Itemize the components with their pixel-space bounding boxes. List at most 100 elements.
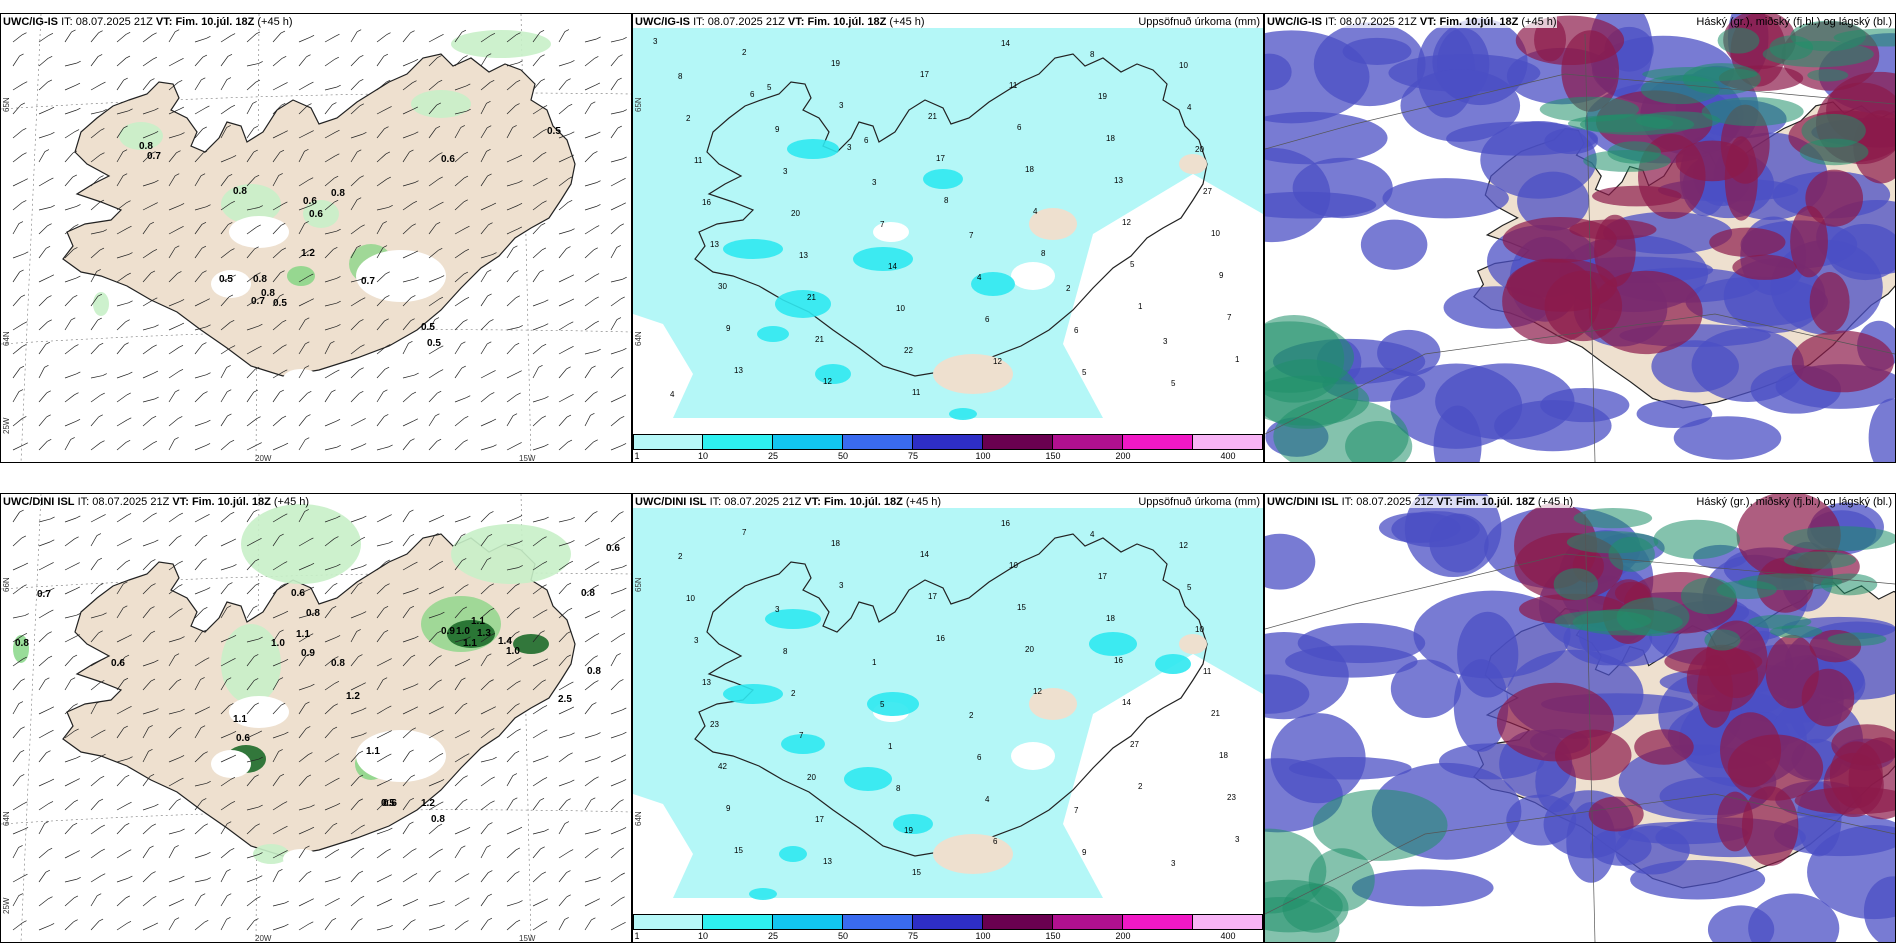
- value-label: 0.8: [139, 141, 153, 152]
- value-label: 0.5: [219, 274, 233, 285]
- mid-cloud: [1592, 185, 1682, 207]
- colorbar-label: 200: [1115, 451, 1131, 461]
- heavy-precip-patch: [949, 408, 977, 420]
- vt-label: VT:: [172, 496, 189, 508]
- value-label: 20: [1025, 645, 1034, 654]
- value-label: 9: [1219, 271, 1224, 280]
- value-label: 20: [791, 209, 800, 218]
- value-label: 0.6: [291, 588, 305, 599]
- value-label: 17: [1098, 572, 1107, 581]
- value-label: 16: [702, 198, 711, 207]
- value-label: 18: [1219, 751, 1228, 760]
- value-label: 3: [839, 581, 844, 590]
- low-cloud: [1517, 171, 1590, 231]
- colorbar-swatch: [633, 914, 703, 930]
- low-cloud: [1270, 713, 1366, 804]
- value-label: 10: [1009, 561, 1018, 570]
- value-label: 27: [1203, 187, 1212, 196]
- colorbar-label: 50: [837, 451, 849, 461]
- value-label: 6: [1074, 326, 1079, 335]
- graticule: [1265, 33, 1895, 462]
- precip-colorbar: 1 10 25 50 75 100 150 200 400: [633, 914, 1263, 942]
- low-cloud: [1400, 69, 1521, 142]
- value-label: 9: [1082, 848, 1087, 857]
- value-label: 3: [653, 37, 658, 46]
- value-label: 6: [1017, 123, 1022, 132]
- high-cloud: [1572, 608, 1683, 636]
- value-label: 20: [807, 773, 816, 782]
- mid-cloud: [1790, 205, 1828, 278]
- value-label: 5: [1130, 260, 1135, 269]
- wind-map-panel-dini: UWC/DINI ISL IT: 08.07.2025 21Z VT: Fim.…: [0, 493, 632, 943]
- colorbar-label: 100: [975, 451, 991, 461]
- panel-header: UWC/DINI ISL IT: 08.07.2025 21Z VT: Fim.…: [1267, 496, 1574, 508]
- value-label: 1: [888, 742, 893, 751]
- model-name: UWC/DINI ISL: [1267, 496, 1339, 508]
- value-label: 0.7: [251, 296, 265, 307]
- panel-header: UWC/DINI ISL IT: 08.07.2025 21Z VT: Fim.…: [3, 496, 309, 508]
- precip-map: 2373161227231518172014189131415162142171…: [633, 508, 1263, 900]
- cloud-map: [1265, 14, 1895, 462]
- high-cloud: [1799, 138, 1869, 166]
- value-label: 2: [791, 689, 796, 698]
- lat-tick-64n: 64N: [2, 811, 11, 826]
- value-label: 42: [718, 762, 727, 771]
- panel-header: UWC/IG-IS IT: 08.07.2025 21Z VT: Fim. 10…: [3, 16, 293, 28]
- value-label: 23: [710, 720, 719, 729]
- colorbar-swatch: [913, 434, 983, 450]
- vt-value: Fim. 10.júl. 18Z: [807, 16, 887, 28]
- it-label: IT:: [61, 16, 73, 28]
- value-label: 6: [985, 315, 990, 324]
- cloud-map-panel-dini: UWC/DINI ISL IT: 08.07.2025 21Z VT: Fim.…: [1264, 493, 1896, 943]
- panel-header: UWC/IG-IS IT: 08.07.2025 21Z VT: Fim. 10…: [635, 16, 925, 28]
- value-label: 14: [888, 262, 897, 271]
- vt-value: Fim. 10.júl. 18Z: [1455, 496, 1535, 508]
- value-label: 21: [1211, 709, 1220, 718]
- value-label: 13: [1114, 176, 1123, 185]
- low-cloud: [1292, 157, 1393, 219]
- heavy-precip-patch: [775, 290, 831, 318]
- high-cloud: [1748, 614, 1812, 629]
- wind-speed-patch: [411, 90, 471, 118]
- mid-cloud: [1588, 796, 1644, 832]
- value-label: 7: [1227, 313, 1232, 322]
- high-cloud: [1608, 536, 1655, 572]
- value-label: 1.2: [301, 248, 315, 259]
- value-label: 5: [1082, 368, 1087, 377]
- low-cloud: [1636, 399, 1713, 429]
- value-label: 1: [872, 658, 877, 667]
- value-label: 11: [694, 156, 703, 165]
- wind-speed-patch: [451, 524, 571, 584]
- value-label: 8: [783, 647, 788, 656]
- glacier: [211, 750, 251, 778]
- heavy-precip-patch: [765, 609, 821, 629]
- model-name: UWC/IG-IS: [635, 16, 690, 28]
- colorbar-label: 10: [697, 931, 709, 941]
- value-label: 2: [686, 114, 691, 123]
- glacier: [229, 696, 289, 728]
- value-label: 16: [1114, 656, 1123, 665]
- high-cloud: [1653, 519, 1740, 560]
- heavy-precip-patch: [781, 734, 825, 754]
- colorbar-swatch: [843, 434, 913, 450]
- wind-speed-patch: [221, 624, 281, 704]
- value-label: 1.0: [456, 626, 470, 637]
- mid-cloud: [1732, 254, 1797, 280]
- value-label: 0.6: [606, 543, 620, 554]
- value-label: 2: [678, 552, 683, 561]
- value-label: 8: [944, 196, 949, 205]
- value-label: 0.8: [331, 658, 345, 669]
- low-cloud: [1265, 674, 1310, 714]
- panel-header: UWC/IG-IS IT: 08.07.2025 21Z VT: Fim. 10…: [1267, 16, 1557, 28]
- value-label: 7: [969, 231, 974, 240]
- low-cloud: [1351, 869, 1494, 907]
- dry-land-patch: [933, 354, 1013, 394]
- value-label: 9: [726, 804, 731, 813]
- lat-tick-65n: 65N: [634, 577, 643, 592]
- value-label: 12: [1122, 218, 1131, 227]
- wind-speed-patch: [303, 200, 339, 228]
- low-cloud: [1285, 645, 1418, 678]
- high-cloud: [1801, 113, 1866, 148]
- low-cloud: [1651, 340, 1739, 393]
- mid-cloud: [1794, 786, 1895, 815]
